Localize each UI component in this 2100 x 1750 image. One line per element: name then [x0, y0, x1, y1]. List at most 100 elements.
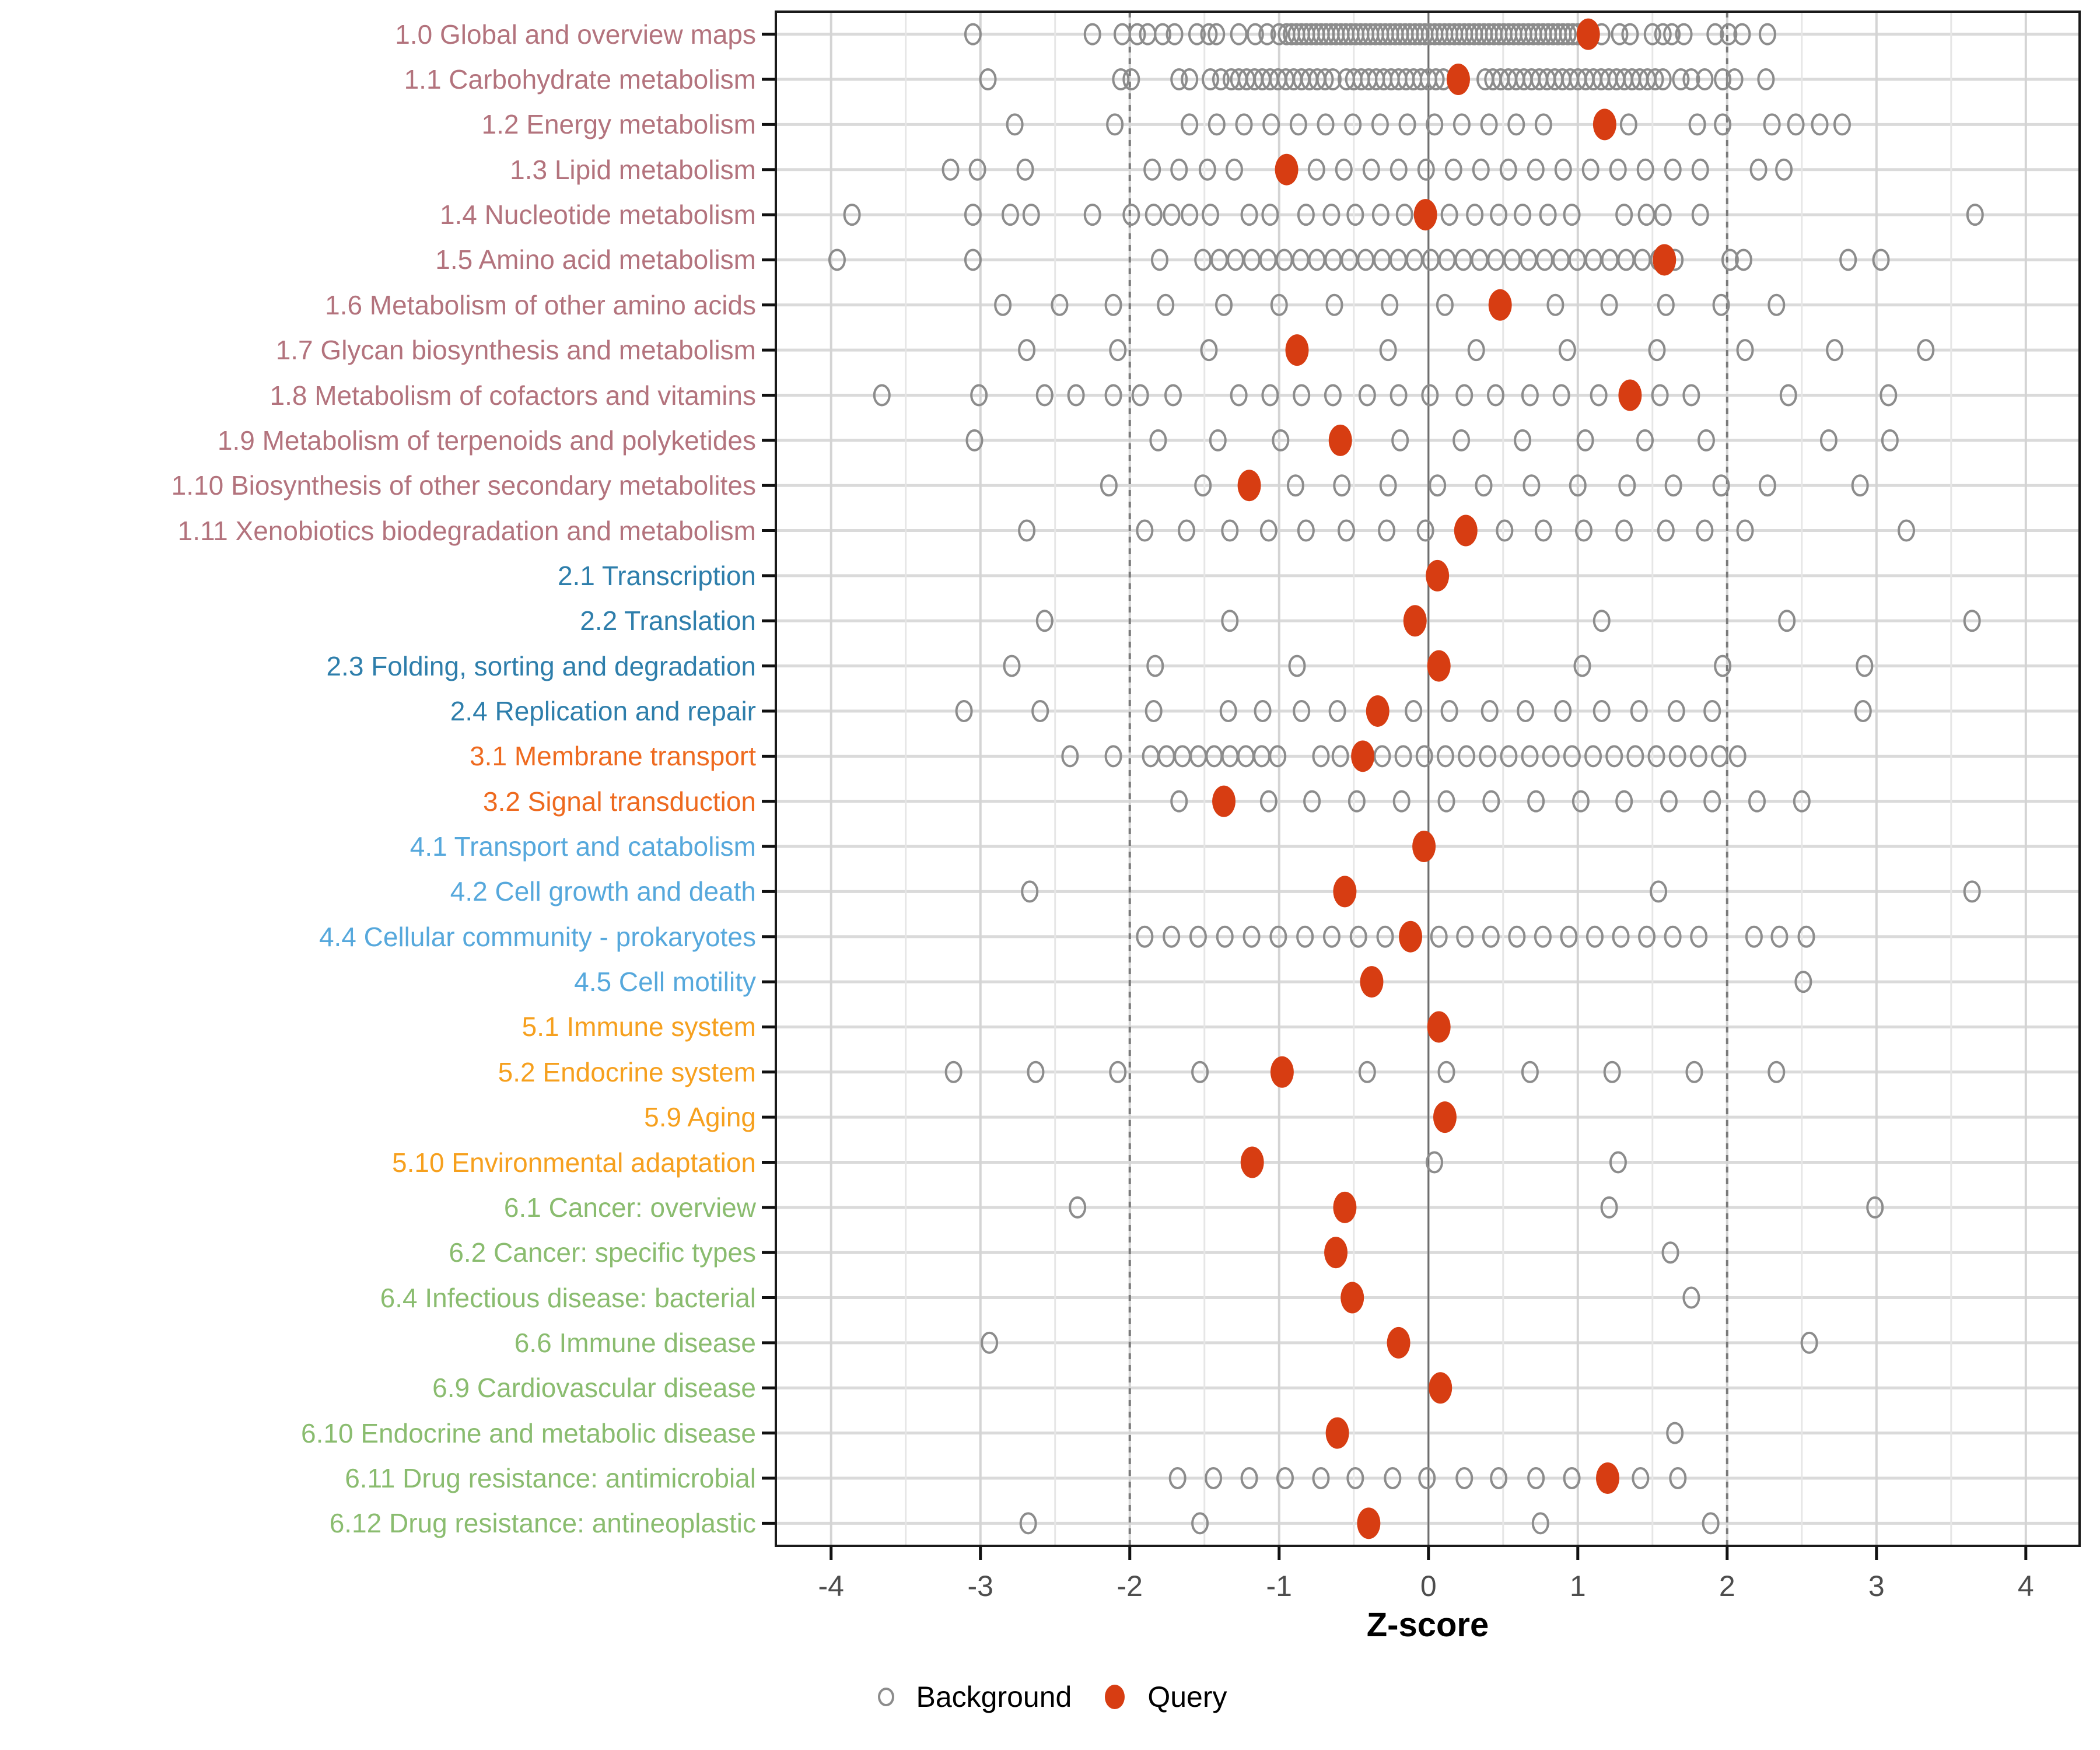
background-point	[1230, 384, 1248, 407]
background-point	[1429, 474, 1447, 497]
background-point	[1664, 474, 1682, 497]
background-point	[1612, 925, 1630, 948]
background-point	[1191, 1060, 1209, 1083]
background-point	[1856, 654, 1874, 677]
background-point	[1650, 880, 1668, 903]
background-point	[1427, 68, 1445, 91]
y-axis-label: 4.1 Transport and catabolism	[410, 831, 756, 862]
query-point	[1433, 1101, 1457, 1133]
background-point	[1426, 1151, 1444, 1174]
background-point	[965, 429, 984, 452]
background-point	[1702, 1512, 1720, 1535]
background-point	[1437, 790, 1455, 813]
background-point	[1149, 429, 1167, 452]
background-point	[1636, 429, 1654, 452]
background-point	[1534, 519, 1552, 542]
background-point	[1337, 519, 1355, 542]
background-point	[1416, 519, 1434, 542]
background-point	[1157, 293, 1175, 316]
background-point	[1276, 1466, 1294, 1489]
background-point	[1440, 699, 1458, 722]
background-point	[1736, 339, 1754, 362]
y-axis-label: 1.7 Glycan biosynthesis and metabolism	[275, 335, 756, 366]
background-point	[1390, 384, 1408, 407]
background-point	[1563, 204, 1581, 226]
background-point	[1880, 384, 1898, 407]
y-axis-label: 1.2 Energy metabolism	[481, 109, 756, 140]
background-point	[1440, 204, 1458, 226]
background-point	[1143, 158, 1161, 181]
background-point	[1349, 925, 1367, 948]
background-point	[1779, 384, 1797, 407]
background-point	[1259, 790, 1278, 813]
background-point	[1666, 1422, 1684, 1444]
background-point	[1344, 113, 1362, 136]
background-point	[1527, 158, 1545, 181]
background-point	[1269, 925, 1287, 948]
background-point	[1426, 113, 1444, 136]
background-point	[1373, 745, 1391, 768]
background-point	[1839, 249, 1857, 271]
y-axis-label: 5.1 Immune system	[522, 1012, 756, 1042]
background-point	[1632, 1466, 1650, 1489]
background-point	[1328, 699, 1346, 722]
background-point	[1793, 790, 1811, 813]
background-point	[1749, 158, 1768, 181]
background-point	[1112, 68, 1130, 91]
query-point	[1429, 1372, 1452, 1404]
background-point	[1630, 699, 1648, 722]
query-point	[1328, 424, 1352, 456]
background-point	[968, 158, 986, 181]
background-point	[1643, 23, 1661, 46]
background-point	[1647, 745, 1665, 768]
background-point	[1436, 745, 1454, 768]
background-point	[1018, 519, 1036, 542]
query-point	[1427, 650, 1451, 682]
background-point	[1144, 204, 1163, 226]
background-point	[1379, 339, 1397, 362]
y-axis-label: 5.10 Environmental adaptation	[392, 1147, 756, 1178]
background-point	[1246, 23, 1264, 46]
background-point	[1758, 474, 1776, 497]
x-axis-tick-label: -2	[1116, 1570, 1143, 1602]
background-point	[1726, 68, 1744, 91]
background-point	[1546, 293, 1564, 316]
query-point	[1360, 966, 1384, 998]
background-point	[1296, 925, 1314, 948]
query-point	[1576, 18, 1600, 50]
y-axis-label: 2.3 Folding, sorting and degradation	[326, 650, 756, 681]
background-point	[1733, 23, 1751, 46]
background-point	[1682, 384, 1700, 407]
background-point	[1611, 23, 1629, 46]
query-point	[1387, 1326, 1410, 1359]
background-point	[1615, 204, 1633, 226]
background-point	[1019, 1512, 1037, 1535]
background-point	[1603, 1060, 1621, 1083]
background-point	[1031, 699, 1049, 722]
background-point	[1569, 474, 1587, 497]
background-point	[1637, 204, 1656, 226]
background-point	[1417, 158, 1435, 181]
background-point	[1712, 474, 1730, 497]
background-point	[1527, 1466, 1545, 1489]
background-point	[964, 23, 982, 46]
y-axis-label: 6.2 Cancer: specific types	[449, 1237, 756, 1268]
background-point	[1346, 204, 1364, 226]
background-point	[1136, 925, 1154, 948]
background-point	[1638, 925, 1656, 948]
query-point	[1403, 605, 1427, 637]
background-point	[1657, 519, 1675, 542]
background-point	[1307, 158, 1325, 181]
background-point	[1768, 1060, 1786, 1083]
background-point	[1270, 23, 1288, 46]
background-point	[1104, 293, 1122, 316]
background-point	[1866, 1196, 1884, 1219]
background-point	[843, 204, 861, 226]
background-point	[1800, 1331, 1818, 1354]
query-point	[1285, 334, 1309, 366]
x-axis-tick-label: -1	[1266, 1570, 1292, 1602]
background-point	[1390, 158, 1408, 181]
background-point	[1605, 745, 1623, 768]
background-point	[1609, 158, 1627, 181]
background-point	[1006, 113, 1024, 136]
